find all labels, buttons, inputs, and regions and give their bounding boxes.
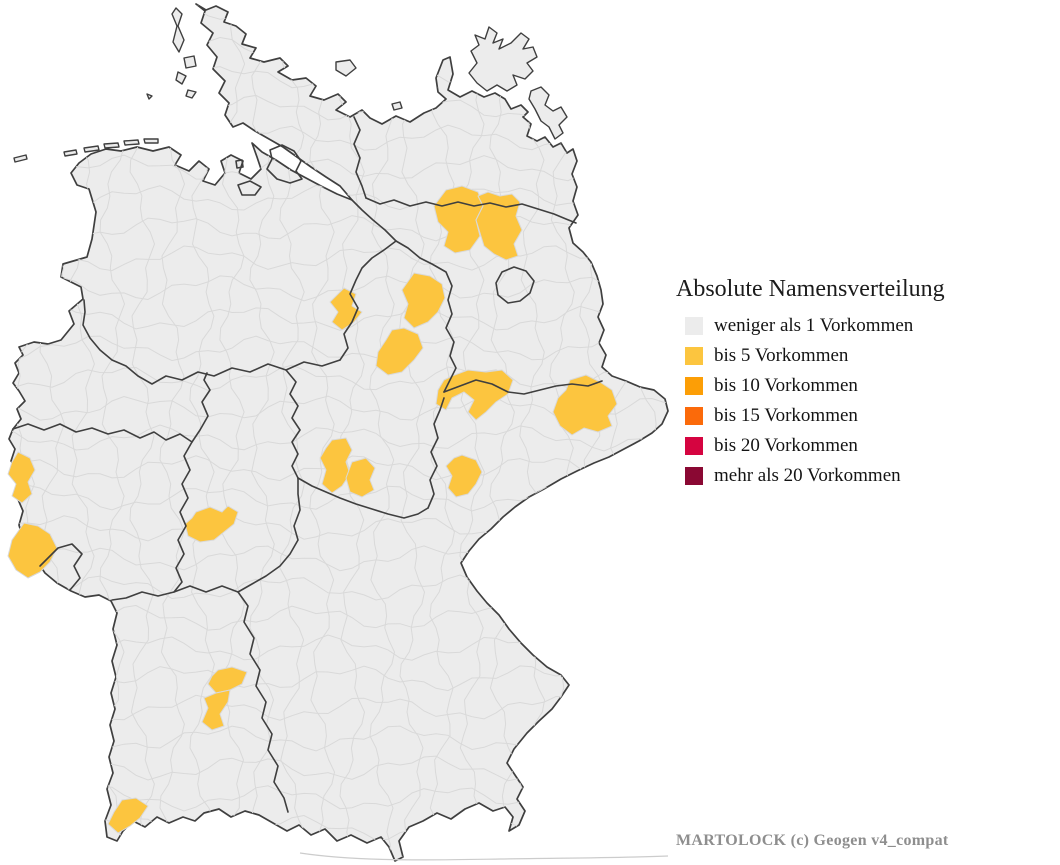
legend-swatch [685,407,703,425]
island-fehmarn [335,59,357,77]
highlighted-district [445,454,483,498]
island-frisian [143,138,159,144]
island-borkum [13,154,28,163]
legend-item-label: bis 20 Vorkommen [714,435,858,456]
highlighted-district [7,451,36,504]
legend-item: bis 10 Vorkommen [676,375,1006,396]
neighbor-border-line [299,852,669,861]
highlighted-district [552,374,618,436]
legend: Absolute Namensverteilung weniger als 1 … [676,276,1006,497]
highlighted-district [435,369,514,421]
island-pellworm [185,89,197,99]
island-poel [391,101,403,111]
legend-item: weniger als 1 Vorkommen [676,315,1006,336]
legend-item-label: weniger als 1 Vorkommen [714,315,914,336]
island-frisian [63,149,78,157]
legend-item-label: bis 5 Vorkommen [714,345,849,366]
island-frisian [123,139,140,146]
highlighted-district [201,689,231,731]
highlighted-district [375,327,424,376]
island-frisian [103,142,120,149]
legend-swatch [685,377,703,395]
legend-title: Absolute Namensverteilung [676,276,945,302]
island-frisian [83,145,100,153]
highlighted-districts [7,185,618,834]
legend-item: bis 5 Vorkommen [676,345,1006,366]
island-sylt [171,7,185,53]
legend-item-label: mehr als 20 Vorkommen [714,465,901,486]
island-amrum [175,71,187,85]
highlighted-district [345,457,376,498]
legend-swatch [685,317,703,335]
highlighted-district [107,797,149,834]
legend-item: mehr als 20 Vorkommen [676,465,1006,486]
legend-item-label: bis 15 Vorkommen [714,405,858,426]
islands [13,7,568,163]
island-usedom [528,86,568,140]
legend-swatch [685,467,703,485]
legend-item: bis 20 Vorkommen [676,435,1006,456]
highlighted-district [433,185,484,254]
state-borders [12,116,603,813]
island-ruegen [468,26,538,92]
island-foehr [183,55,197,69]
watermark: MARTOLOCK (c) Geogen v4_compat [676,832,949,849]
highlighted-district [329,287,363,331]
legend-item: bis 15 Vorkommen [676,405,1006,426]
island-helgoland [146,93,153,100]
highlighted-district [401,272,446,329]
highlighted-district [7,522,58,579]
legend-swatch [685,437,703,455]
highlighted-district [319,437,353,494]
germany-choropleth-map [7,3,669,862]
legend-swatch [685,347,703,365]
legend-item-label: bis 10 Vorkommen [714,375,858,396]
highlighted-district [475,191,523,261]
